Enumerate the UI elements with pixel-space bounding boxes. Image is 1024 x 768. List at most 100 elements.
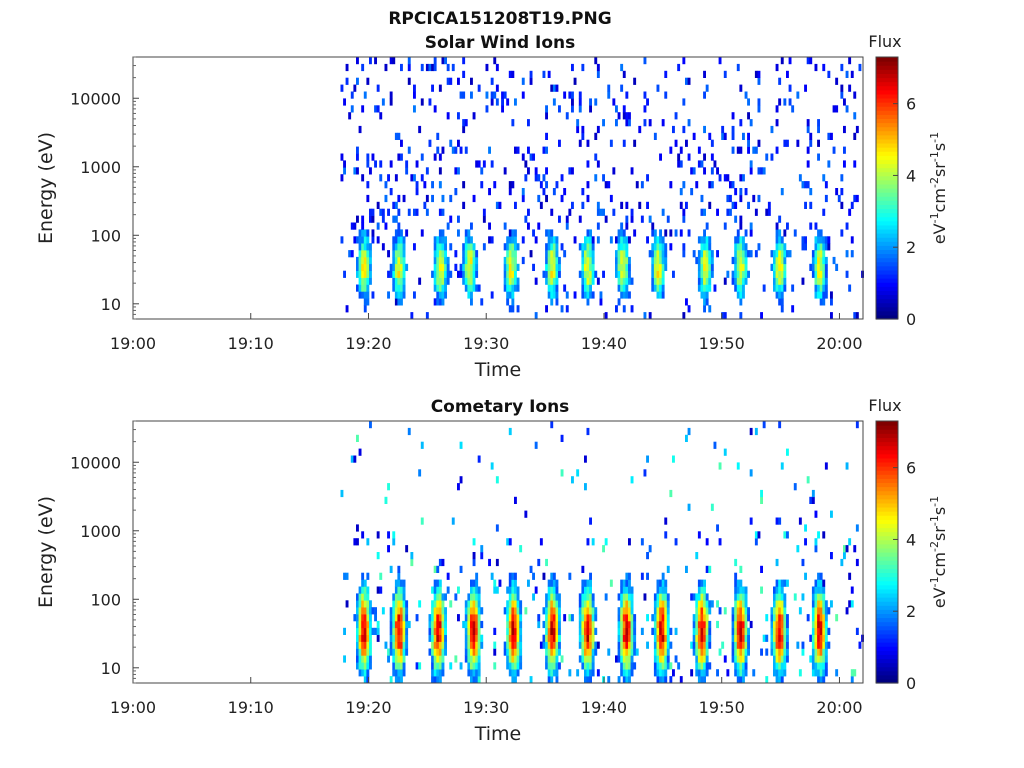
heatmap-cell xyxy=(677,153,681,161)
heatmap-cell xyxy=(400,263,403,271)
heatmap-cell xyxy=(438,634,442,642)
heatmap-cell xyxy=(669,489,673,498)
heatmap-cell xyxy=(697,648,701,656)
heatmap-cell xyxy=(361,607,365,615)
heatmap-cell xyxy=(464,634,468,642)
heatmap-cell xyxy=(358,448,362,456)
heatmap-cell xyxy=(464,655,468,663)
heatmap-cell xyxy=(628,263,631,271)
heatmap-cell xyxy=(550,607,554,615)
heatmap-cell xyxy=(394,236,398,244)
heatmap-cell xyxy=(472,579,476,587)
plot-frame xyxy=(132,56,864,320)
heatmap-cell xyxy=(444,634,447,642)
heatmap-cell xyxy=(392,256,396,265)
heatmap-cell xyxy=(519,607,523,615)
heatmap-cell xyxy=(822,208,826,216)
heatmap-cell xyxy=(506,263,510,271)
heatmap-cell xyxy=(470,676,473,684)
heatmap-cell xyxy=(387,291,390,299)
heatmap-cell xyxy=(477,455,481,463)
heatmap-cell xyxy=(705,236,709,244)
heatmap-cell xyxy=(511,256,515,265)
heatmap-cell xyxy=(589,586,592,594)
heatmap-cell xyxy=(550,648,554,656)
heatmap-cell xyxy=(731,607,735,615)
heatmap-cell xyxy=(449,270,453,278)
heatmap-cell xyxy=(824,614,828,622)
heatmap-cell xyxy=(705,607,709,615)
heatmap-cell xyxy=(444,607,447,615)
heatmap-cell xyxy=(436,600,440,608)
heatmap-cell xyxy=(814,222,818,230)
heatmap-cell xyxy=(586,634,590,642)
heatmap-cell xyxy=(415,662,419,670)
heatmap-cell xyxy=(545,607,548,615)
colorbar-swatch xyxy=(876,57,898,62)
heatmap-cell xyxy=(464,256,468,265)
heatmap-cell xyxy=(565,291,569,299)
heatmap-cell xyxy=(436,132,440,140)
heatmap-cell xyxy=(778,662,782,670)
heatmap-cell xyxy=(845,105,849,113)
heatmap-cell xyxy=(811,489,815,498)
heatmap-cell xyxy=(444,627,447,635)
heatmap-cell xyxy=(848,572,852,580)
heatmap-cell xyxy=(628,662,631,670)
heatmap-cell xyxy=(770,627,774,635)
heatmap-cell xyxy=(405,229,409,237)
heatmap-cell xyxy=(472,676,476,684)
heatmap-cell xyxy=(464,641,468,649)
heatmap-cell xyxy=(589,291,592,299)
heatmap-cell xyxy=(578,593,582,601)
heatmap-cell xyxy=(470,614,473,622)
heatmap-cell xyxy=(358,620,362,629)
heatmap-cell xyxy=(516,284,520,292)
colorbar-swatch xyxy=(876,556,898,561)
colorbar-swatch xyxy=(876,646,898,651)
heatmap-cell xyxy=(550,627,554,635)
heatmap-cell xyxy=(516,586,520,594)
heatmap-cell xyxy=(819,298,823,306)
heatmap-cell xyxy=(462,201,466,209)
heatmap-cell xyxy=(363,298,367,306)
heatmap-cell xyxy=(749,517,753,525)
heatmap-cell xyxy=(625,277,629,285)
heatmap-cell xyxy=(392,215,396,223)
heatmap-cell xyxy=(708,181,712,189)
heatmap-cell xyxy=(581,648,585,656)
heatmap-cell xyxy=(397,243,401,251)
heatmap-cell xyxy=(516,620,520,629)
heatmap-cell xyxy=(648,312,652,320)
heatmap-cell xyxy=(778,655,782,663)
heatmap-cell xyxy=(617,229,621,237)
heatmap-cell xyxy=(734,593,738,601)
heatmap-cell xyxy=(594,641,598,649)
heatmap-cell xyxy=(366,277,370,285)
heatmap-cell xyxy=(625,586,629,594)
heatmap-cell xyxy=(620,607,624,615)
heatmap-cell xyxy=(524,510,528,518)
heatmap-cell xyxy=(664,586,668,594)
heatmap-cell xyxy=(560,434,564,442)
heatmap-cell xyxy=(653,263,657,271)
heatmap-cell xyxy=(454,250,458,258)
heatmap-cell xyxy=(773,277,776,285)
heatmap-cell xyxy=(824,655,828,663)
heatmap-cell xyxy=(596,201,600,209)
heatmap-cell xyxy=(659,291,662,299)
heatmap-cell xyxy=(363,263,367,271)
heatmap-cell xyxy=(552,84,556,92)
heatmap-cell xyxy=(578,620,582,629)
heatmap-cell xyxy=(376,627,380,635)
heatmap-cell xyxy=(493,57,497,65)
heatmap-cell xyxy=(584,243,587,251)
heatmap-cell xyxy=(508,263,512,271)
heatmap-cell xyxy=(495,98,499,106)
heatmap-cell xyxy=(387,250,390,258)
heatmap-cell xyxy=(659,662,662,670)
heatmap-cell xyxy=(773,270,776,278)
heatmap-cell xyxy=(555,263,559,271)
heatmap-cell xyxy=(653,600,657,608)
heatmap-cell xyxy=(438,291,442,299)
